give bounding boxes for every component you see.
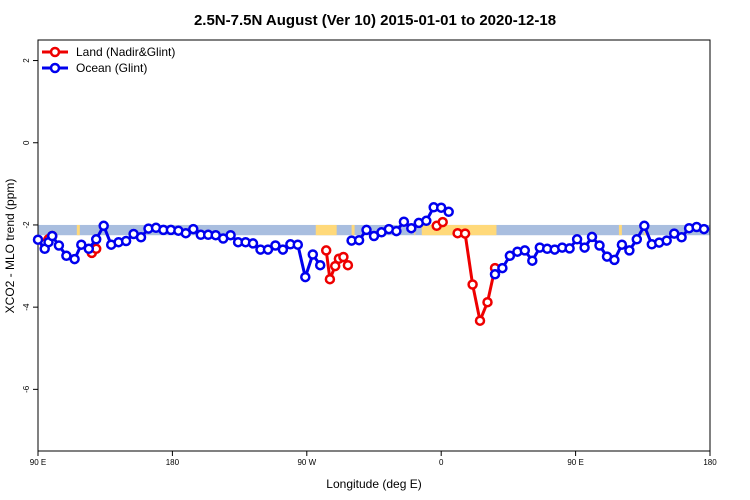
x-tick-label: 90 E (30, 458, 46, 467)
legend: Land (Nadir&Glint) Ocean (Glint) (42, 45, 175, 75)
ocean-series (32, 202, 710, 283)
legend-ocean-marker (49, 62, 61, 74)
land-strip-segment (618, 224, 622, 236)
ocean-data-point (609, 254, 620, 266)
ocean-data-point (527, 255, 538, 266)
ocean-data-point (661, 235, 672, 246)
ocean-data-point (398, 216, 410, 227)
ocean-data-point (676, 232, 687, 243)
ocean-data-point (443, 206, 454, 218)
y-axis-label: XCO2 - MLO trend (ppm) (3, 179, 17, 314)
ocean-data-point (616, 239, 628, 250)
ocean-data-point (83, 243, 95, 255)
legend-land-label: Land (Nadir&Glint) (76, 45, 175, 59)
ocean-data-point (571, 234, 583, 245)
ocean-data-point (76, 239, 87, 250)
land-data-point (474, 315, 486, 326)
ocean-data-point (225, 229, 236, 241)
ocean-data-point (519, 245, 531, 256)
ocean-data-point (497, 262, 508, 274)
ocean-data-point (579, 242, 590, 253)
ocean-data-point (247, 238, 259, 249)
land-data-point (459, 228, 471, 239)
x-tick-label: 90 E (567, 458, 583, 467)
ocean-data-point (270, 240, 281, 251)
ocean-data-point (69, 253, 80, 265)
ocean-data-point (120, 235, 132, 247)
ocean-data-point (564, 243, 575, 254)
ocean-data-point (594, 240, 605, 251)
ocean-data-point (586, 231, 598, 243)
ocean-data-point (631, 234, 643, 245)
ocean-data-point (135, 232, 147, 243)
ocean-data-point (188, 223, 199, 235)
x-axis-label: Longitude (deg E) (326, 477, 421, 491)
ocean-data-point (46, 230, 58, 242)
ocean-data-point (180, 227, 192, 239)
legend-ocean-label: Ocean (Glint) (76, 61, 147, 75)
x-tick-label: 90 W (297, 458, 316, 467)
land-strip-segment (351, 224, 355, 236)
land-data-point (467, 279, 478, 290)
ocean-data-point (53, 240, 65, 251)
x-tick-label: 0 (439, 458, 444, 467)
ocean-data-point (489, 269, 501, 280)
land-data-point (320, 245, 332, 256)
land-series-line (457, 231, 497, 323)
y-tick-label: -2 (22, 221, 31, 229)
ocean-data-point (435, 202, 447, 213)
land-data-point (482, 296, 493, 308)
land-data-point (338, 251, 349, 263)
land-strip-segment (315, 224, 337, 236)
ocean-data-point (624, 245, 635, 256)
land-data-point (342, 259, 354, 271)
x-tick-label: 180 (166, 458, 180, 467)
ocean-data-point (421, 215, 432, 227)
x-tick-label: 180 (703, 458, 717, 467)
ocean-data-point (698, 223, 710, 235)
ocean-data-point (406, 222, 417, 234)
land-data-point (324, 273, 336, 285)
ocean-data-point (504, 250, 516, 262)
ocean-data-point (391, 225, 402, 237)
ocean-data-point (300, 271, 311, 283)
ocean-data-point (639, 220, 650, 232)
ocean-data-point (32, 234, 44, 245)
ocean-data-point (98, 220, 109, 232)
plot-frame (37, 39, 711, 452)
y-tick-label: -6 (22, 385, 31, 393)
chart-title: 2.5N-7.5N August (Ver 10) 2015-01-01 to … (194, 12, 556, 29)
ocean-data-point (61, 250, 72, 262)
land-strip-segment (76, 224, 80, 236)
y-tick-label: 0 (22, 140, 31, 145)
ocean-data-point (314, 259, 326, 271)
ocean-data-point (292, 239, 304, 250)
ocean-data-point (90, 234, 102, 245)
land-data-point (437, 216, 448, 228)
ocean-data-point (262, 244, 274, 255)
y-axis: 2 0 -2 -4 -6 (22, 58, 38, 393)
ocean-data-point (361, 224, 372, 236)
series-layer (32, 202, 710, 326)
y-tick-label: -4 (22, 303, 31, 311)
y-tick-label: 2 (22, 58, 31, 63)
ocean-data-point (277, 244, 289, 255)
ocean-data-point (307, 249, 319, 260)
legend-land-marker (49, 46, 61, 58)
ocean-data-point (353, 234, 365, 246)
x-axis: 90 E 180 90 W 0 90 E 180 (30, 451, 717, 467)
ocean-strip (38, 224, 710, 236)
